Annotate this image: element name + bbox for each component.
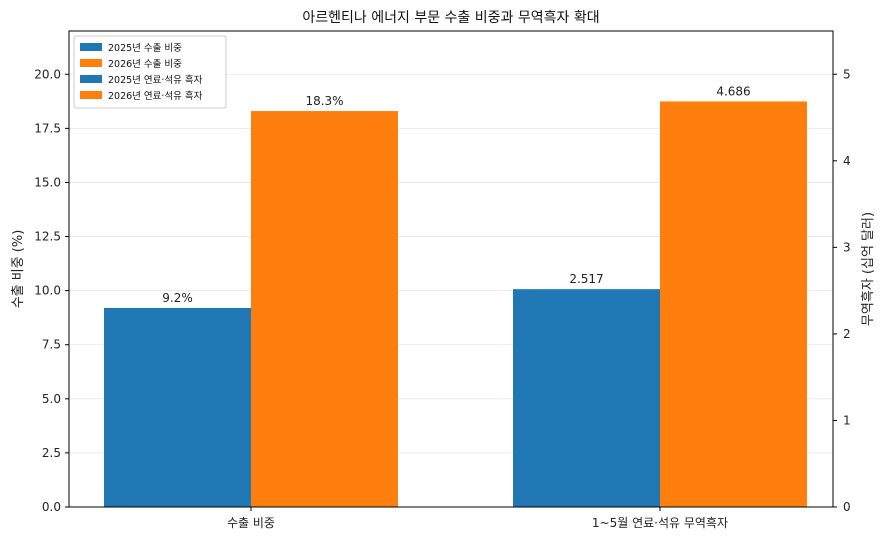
left-tick-label: 0.0 [42,500,61,514]
legend-swatch [80,59,102,67]
left-tick-label: 17.5 [34,121,61,135]
legend-label: 2026년 수출 비중 [108,59,182,70]
data-label-2: 18.3% [305,94,343,108]
left-tick-label: 7.5 [42,338,61,352]
legend-label: 2025년 연료·석유 흑자 [108,74,203,86]
bar-4 [660,101,807,507]
axes: 0.0 2.5 5.0 7.5 10.0 12.5 15.0 17.5 20.0 0 1 2 3 4 5 수출… [34,30,851,530]
right-axis-title: 무역흑자 (십억 달러) [861,212,876,326]
bar-2 [251,111,398,508]
data-label-1: 9.2% [162,291,193,305]
x-tick-label: 수출 비중 [227,516,275,530]
left-tick-label: 20.0 [34,67,61,81]
right-tick-label: 4 [843,154,851,168]
data-label-4: 4.686 [716,84,750,98]
right-tick-label: 2 [843,327,851,341]
legend-swatch [80,75,102,83]
left-tick-label: 15.0 [34,175,61,189]
left-tick-label: 5.0 [42,392,61,406]
x-tick-label: 1~5월 연료·석유 무역흑자 [592,516,728,530]
left-tick-label: 2.5 [42,446,61,460]
legend-label: 2025년 수출 비중 [108,43,182,54]
right-tick-label: 5 [843,67,851,81]
left-tick-label: 12.5 [34,230,61,244]
chart-title: 아르헨티나 에너지 부문 수출 비중과 무역흑자 확대 [302,9,599,26]
right-tick-label: 0 [843,500,851,514]
legend: 2025년 수출 비중 2026년 수출 비중 2025년 연료·석유 흑자 2026… [73,35,227,109]
bars: 9.2% 18.3% 2.517 4.686 [104,84,807,508]
data-label-3: 2.517 [569,272,603,286]
legend-label: 2026년 연료·석유 흑자 [108,90,203,102]
right-tick-label: 3 [843,240,851,254]
bar-3 [513,289,660,507]
right-tick-label: 1 [843,413,851,427]
legend-swatch [80,43,102,51]
legend-box [73,35,227,109]
left-axis-title: 수출 비중 (%) [11,230,26,309]
bar-1 [104,307,251,507]
left-tick-label: 10.0 [34,284,61,298]
plot-frame [68,30,834,508]
legend-swatch [80,91,102,99]
